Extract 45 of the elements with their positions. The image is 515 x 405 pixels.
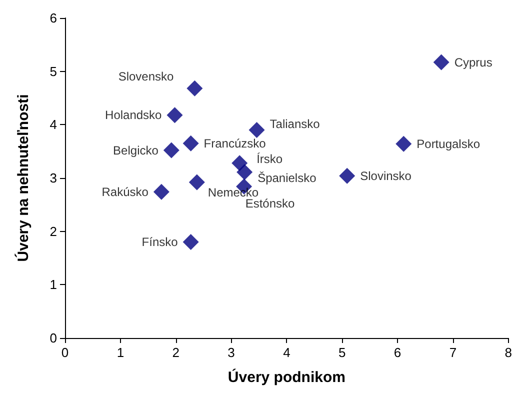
y-tick-label: 0 <box>50 330 57 346</box>
x-tick-label: 6 <box>394 345 402 360</box>
data-label: Slovinsko <box>360 168 412 183</box>
y-axis-title: Úvery na nehnuteľnosti <box>14 94 32 262</box>
y-tick-label: 5 <box>50 64 57 79</box>
point <box>188 174 205 190</box>
y-tick-label: 4 <box>50 117 57 132</box>
point <box>153 184 170 200</box>
x-tick-label: 8 <box>504 345 512 360</box>
y-tick-label: 6 <box>50 10 57 26</box>
data-label: Slovensko <box>118 69 174 84</box>
point <box>339 168 356 184</box>
point <box>182 135 199 152</box>
point <box>248 122 265 138</box>
data-label: Estónsko <box>245 196 296 211</box>
x-tick-label: 4 <box>283 345 290 360</box>
data-label: Cyprus <box>454 55 492 70</box>
x-tick-label: 2 <box>172 345 180 360</box>
data-label: Rakúsko <box>102 184 149 199</box>
x-tick-label: 7 <box>449 345 457 360</box>
point <box>232 155 248 172</box>
point <box>186 80 203 96</box>
x-axis-title: Úvery podnikom <box>228 368 346 386</box>
data-label: Portugalsko <box>416 136 480 151</box>
data-label: Španielsko <box>258 171 317 186</box>
point <box>163 142 180 158</box>
data-label: Fínsko <box>142 235 178 249</box>
x-tick-label: 3 <box>228 345 235 360</box>
data-label: Francúzsko <box>204 136 266 150</box>
x-tick-label: 0 <box>61 345 69 360</box>
y-tick-label: 2 <box>50 224 57 239</box>
data-label: Taliansko <box>270 117 320 131</box>
point <box>433 54 450 70</box>
y-tick-label: 3 <box>50 170 57 186</box>
point <box>236 164 253 180</box>
data-label: Nemecko <box>208 185 259 200</box>
point <box>166 107 183 124</box>
data-label: Holandsko <box>105 108 162 122</box>
y-tick-label: 1 <box>50 277 57 292</box>
x-tick-label: 1 <box>116 345 124 360</box>
x-tick-label: 5 <box>338 345 346 360</box>
data-label: Írsko <box>256 152 283 166</box>
data-label: Belgicko <box>113 143 159 158</box>
point <box>396 136 412 152</box>
point <box>182 234 199 250</box>
